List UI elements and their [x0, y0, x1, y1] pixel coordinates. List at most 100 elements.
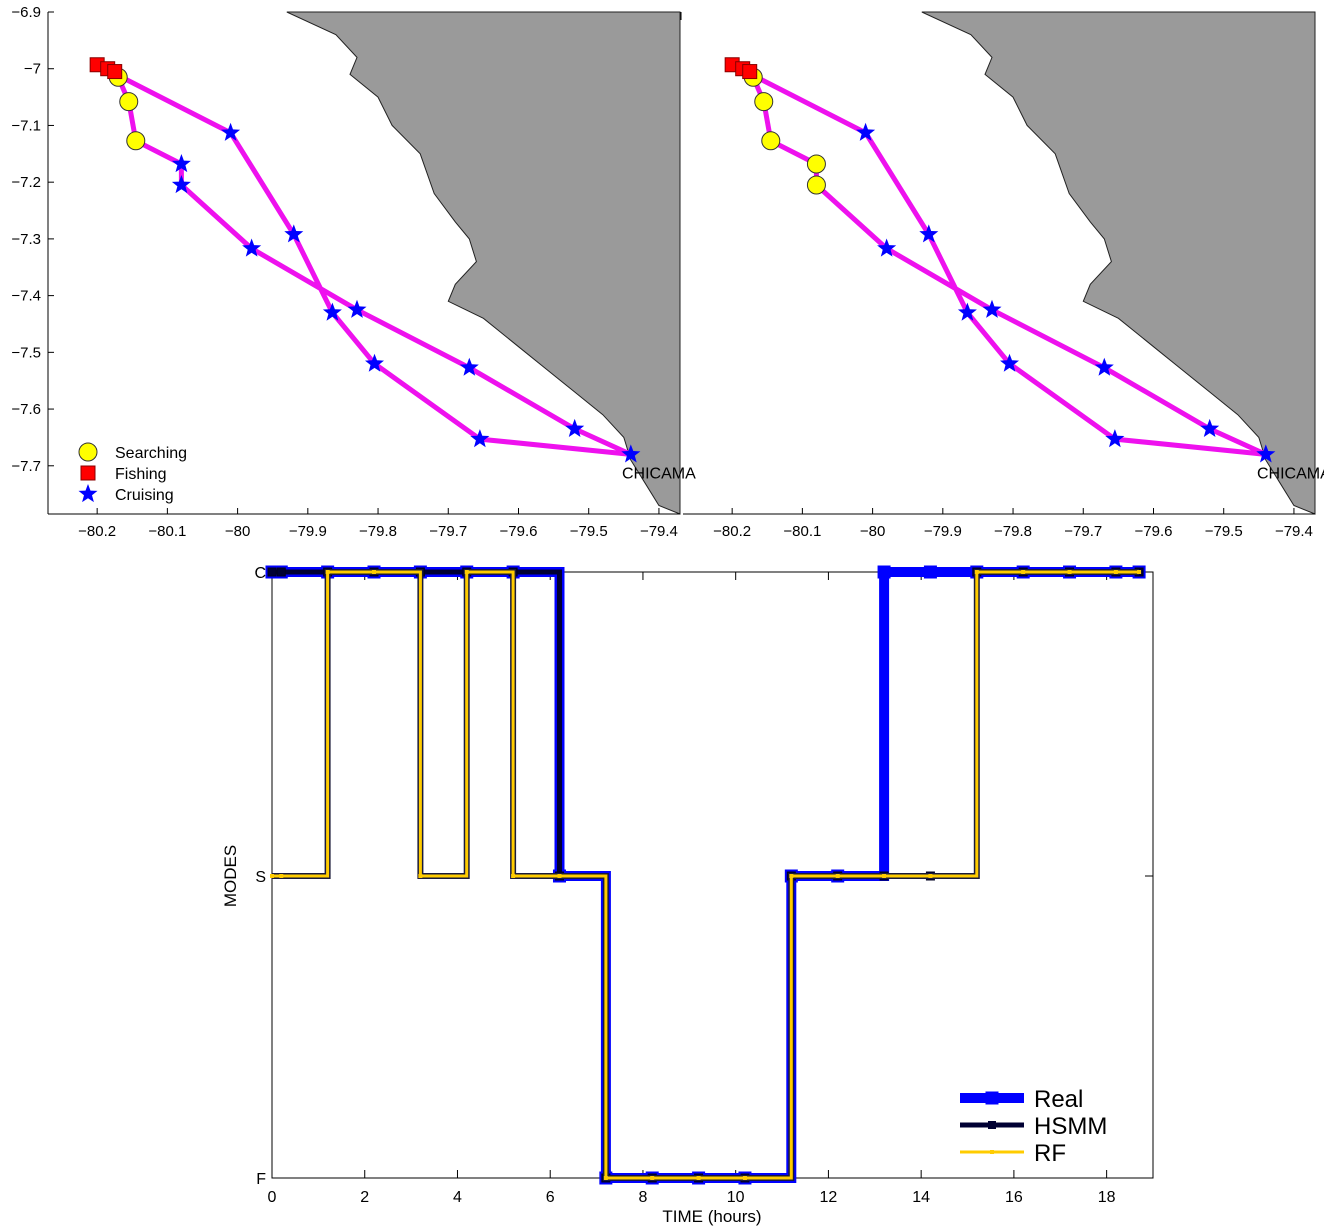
cruising-marker: [365, 353, 384, 372]
series-outline-rf: [272, 569, 1140, 1181]
series-marker-rf: [464, 570, 469, 574]
cruising-marker: [1256, 444, 1276, 463]
fishing-marker: [742, 64, 758, 80]
series-marker-rf: [557, 874, 562, 878]
cruising-marker: [171, 175, 191, 194]
x-tick-label: −79.6: [1135, 523, 1173, 540]
x-tick-label: −80.1: [783, 523, 821, 540]
x-tick-label: −79.5: [1205, 523, 1243, 540]
x-axis-label: TIME (hours): [662, 1207, 761, 1226]
y-category-label: F: [256, 1171, 266, 1188]
x-tick-label: −79.6: [500, 523, 538, 540]
cruising-marker: [322, 302, 342, 321]
legend-label-fishing: Fishing: [115, 466, 167, 483]
series-marker-rf: [418, 874, 423, 878]
x-tick-label: −80.2: [713, 523, 751, 540]
x-tick-label: 6: [546, 1189, 555, 1206]
y-tick-label: −7.4: [11, 288, 41, 305]
y-category-label: C: [254, 565, 266, 582]
y-category-label: S: [255, 869, 266, 886]
searching-marker: [119, 92, 139, 112]
modes-chart: 0 2 4 6 8 10 12 14 16 18 F S C TIME (hours) MODES RealH…: [221, 565, 1154, 1226]
series-marker-real: [923, 565, 937, 579]
series-marker-rf: [835, 874, 840, 878]
series-marker-rf: [603, 1176, 608, 1180]
x-tick-label: 0: [268, 1189, 277, 1206]
cruising-marker: [957, 302, 977, 321]
y-tick-label: −7: [24, 61, 41, 78]
searching-marker: [754, 92, 774, 112]
series-marker-hsmm: [267, 567, 277, 577]
series-marker-rf: [1067, 570, 1072, 574]
legend-searching-marker: [78, 442, 98, 462]
searching-marker: [126, 131, 146, 151]
series-line-hsmm: [272, 569, 1140, 1181]
series-marker-rf: [325, 570, 330, 574]
x-tick-label: −80: [860, 523, 885, 540]
legend-label-searching: Searching: [115, 445, 187, 462]
legend-label-rf: RF: [1034, 1140, 1066, 1167]
legend-label-hsmm: HSMM: [1034, 1113, 1107, 1140]
x-tick-label: −79.7: [429, 523, 467, 540]
x-tick-label: 14: [912, 1189, 930, 1206]
x-tick-label: −80.2: [78, 523, 116, 540]
series-marker-rf: [1021, 570, 1026, 574]
cruising-marker: [856, 122, 876, 141]
y-tick-label: −7.1: [11, 117, 41, 134]
legend-cruising-marker: [78, 484, 98, 503]
y-tick-label: −7.3: [11, 231, 41, 248]
series-marker-rf: [279, 874, 284, 878]
series-marker-rf: [511, 874, 516, 878]
cruising-marker: [242, 238, 262, 257]
land-mass: [286, 11, 681, 515]
x-tick-label: 18: [1098, 1189, 1116, 1206]
x-tick-label: −79.7: [1064, 523, 1102, 540]
legend-label-real: Real: [1034, 1086, 1083, 1113]
map-panel-right: −80.2 −80.1 −80 −79.9 −79.8 −79.7 −79.6 −79.5 −7…: [680, 11, 1324, 540]
x-tick-label: −79.4: [640, 523, 678, 540]
x-tick-label: −79.4: [1275, 523, 1313, 540]
series-marker-rf: [372, 570, 377, 574]
fishing-marker: [107, 64, 123, 80]
cruising-marker: [347, 299, 367, 318]
x-tick-label: 4: [453, 1189, 462, 1206]
series-marker-hsmm: [276, 567, 286, 577]
land-mass: [921, 11, 1316, 515]
legend-marker-real: [985, 1091, 999, 1105]
legend-marker-hsmm: [988, 1121, 996, 1129]
cruising-marker: [459, 357, 479, 376]
x-tick-label: −79.9: [924, 523, 962, 540]
series-marker-rf: [650, 1176, 655, 1180]
x-tick-label: −80.1: [148, 523, 186, 540]
searching-marker: [806, 175, 826, 195]
series-marker-rf: [974, 570, 979, 574]
cruising-marker: [982, 299, 1002, 318]
map-panel-left: −80.2 −80.1 −80 −79.9 −79.8 −79.7 −79.6 −79.5 −7…: [11, 4, 696, 540]
y-axis-label: MODES: [221, 845, 240, 907]
x-tick-label: −79.8: [994, 523, 1032, 540]
cruising-marker: [1000, 353, 1019, 372]
cruising-marker: [1200, 418, 1220, 437]
cruising-marker: [221, 122, 241, 141]
x-tick-label: −79.5: [570, 523, 608, 540]
x-tick-label: 16: [1005, 1189, 1023, 1206]
series-marker-rf: [270, 874, 274, 878]
series-marker-rf: [928, 874, 933, 878]
port-label: CHICAMA: [1257, 465, 1324, 482]
y-tick-label: −7.7: [11, 458, 41, 475]
searching-marker: [806, 154, 826, 174]
cruising-marker: [919, 224, 939, 243]
series-marker-rf: [696, 1176, 701, 1180]
legend-label-cruising: Cruising: [115, 487, 174, 504]
port-label: CHICAMA: [622, 465, 696, 482]
cruising-marker: [621, 444, 641, 463]
series-marker-rf: [882, 874, 887, 878]
cruising-marker: [565, 418, 585, 437]
x-tick-label: 10: [727, 1189, 745, 1206]
cruising-marker: [1105, 429, 1125, 448]
series-marker-rf: [742, 1176, 747, 1180]
x-tick-label: 2: [360, 1189, 369, 1206]
legend-marker-rf: [990, 1150, 994, 1154]
y-tick-label: −7.6: [11, 401, 41, 418]
